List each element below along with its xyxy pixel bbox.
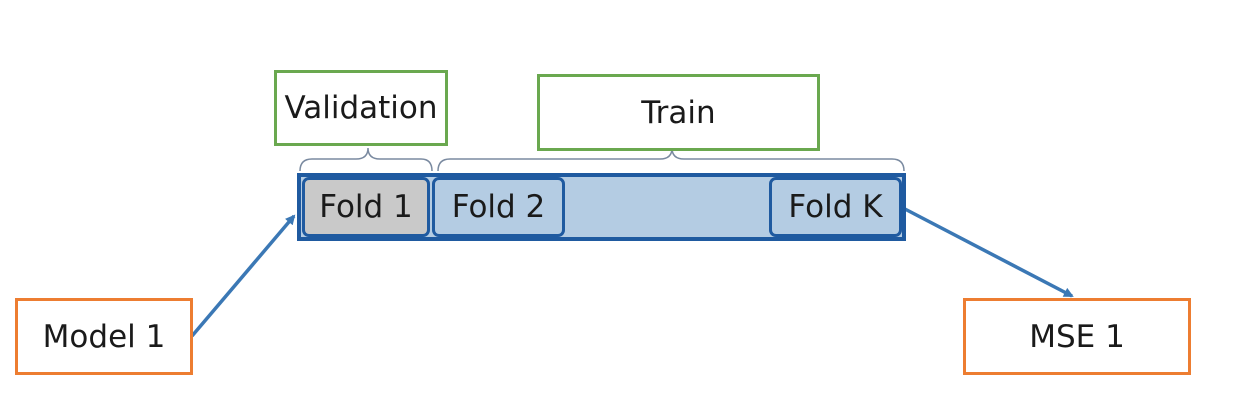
fold-k-label: Fold K xyxy=(788,189,883,225)
model-to-fold-arrow xyxy=(190,214,296,338)
fold-k-box: Fold K xyxy=(769,177,902,237)
mse-box: MSE 1 xyxy=(963,298,1191,375)
validation-brace xyxy=(299,147,433,172)
fold-to-mse-arrow xyxy=(902,206,1074,298)
model-box: Model 1 xyxy=(15,298,193,375)
train-label-box: Train xyxy=(537,74,820,151)
validation-label: Validation xyxy=(284,90,438,126)
model-label: Model 1 xyxy=(42,318,166,355)
fold-1-box: Fold 1 xyxy=(302,177,430,237)
train-label: Train xyxy=(641,94,716,131)
validation-label-box: Validation xyxy=(274,70,448,146)
train-brace xyxy=(437,147,905,172)
fold-2-label: Fold 2 xyxy=(451,189,546,225)
fold-2-box: Fold 2 xyxy=(432,177,565,237)
mse-label: MSE 1 xyxy=(1029,318,1125,355)
fold-1-label: Fold 1 xyxy=(319,189,413,225)
